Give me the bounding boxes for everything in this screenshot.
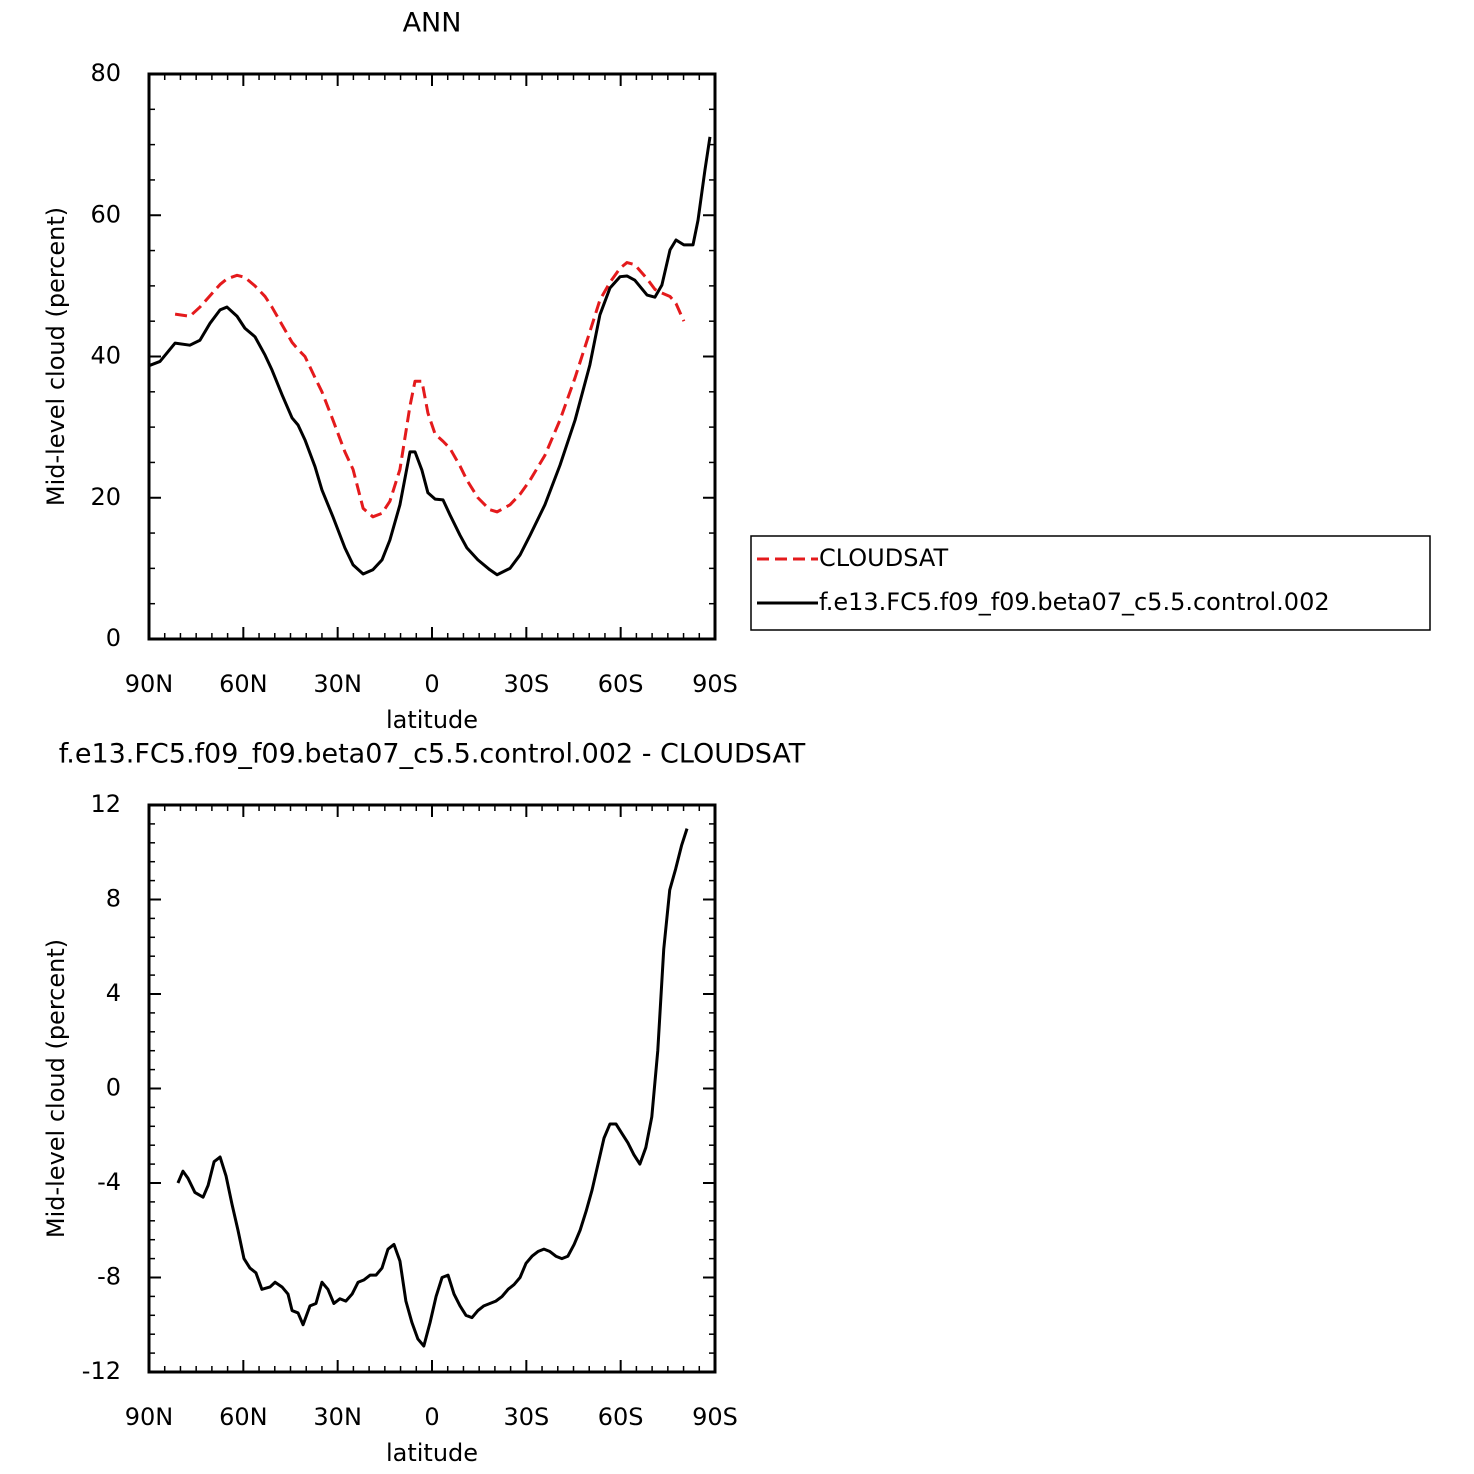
x-tick-label: 60N [219, 1403, 268, 1431]
x-axis-label: latitude [386, 1439, 478, 1467]
y-tick-label: 4 [106, 979, 121, 1007]
chart-title: f.e13.FC5.f09_f09.beta07_c5.5.control.00… [59, 739, 806, 770]
plot-frame [147, 803, 717, 1374]
y-axis-label: Mid-level cloud (percent) [42, 207, 70, 506]
x-tick-label: 90N [125, 670, 174, 698]
data-line [148, 136, 712, 577]
y-tick-label: -4 [97, 1168, 121, 1196]
y-tick-label: 12 [90, 790, 121, 818]
x-tick-label: 0 [424, 670, 439, 698]
y-tick-label: 40 [90, 342, 121, 370]
y-tick-label: 0 [106, 624, 121, 652]
data-line [174, 261, 686, 519]
x-tick-label: 90S [692, 670, 738, 698]
x-axis-label: latitude [386, 706, 478, 734]
x-tick-label: 90S [692, 1403, 738, 1431]
x-tick-label: 30N [313, 670, 362, 698]
legend-label: CLOUDSAT [819, 544, 948, 572]
x-tick-label: 60S [598, 670, 644, 698]
x-tick-label: 60S [598, 1403, 644, 1431]
y-tick-label: -8 [97, 1263, 121, 1291]
legend-box [750, 535, 1431, 631]
x-tick-label: 30S [503, 670, 549, 698]
y-tick-label: 60 [90, 200, 121, 228]
y-tick-label: 8 [106, 885, 121, 913]
x-tick-label: 60N [219, 670, 268, 698]
y-tick-label: -12 [82, 1357, 121, 1385]
data-line [176, 828, 689, 1348]
y-axis-label: Mid-level cloud (percent) [42, 939, 70, 1238]
chart-title: ANN [403, 8, 462, 39]
legend-label: f.e13.FC5.f09_f09.beta07_c5.5.control.00… [819, 588, 1330, 616]
y-tick-label: 0 [106, 1074, 121, 1102]
x-tick-label: 0 [424, 1403, 439, 1431]
plot-frame [147, 72, 717, 641]
x-tick-label: 90N [125, 1403, 174, 1431]
y-tick-label: 20 [90, 483, 121, 511]
x-tick-label: 30S [503, 1403, 549, 1431]
y-tick-label: 80 [90, 59, 121, 87]
x-tick-label: 30N [313, 1403, 362, 1431]
